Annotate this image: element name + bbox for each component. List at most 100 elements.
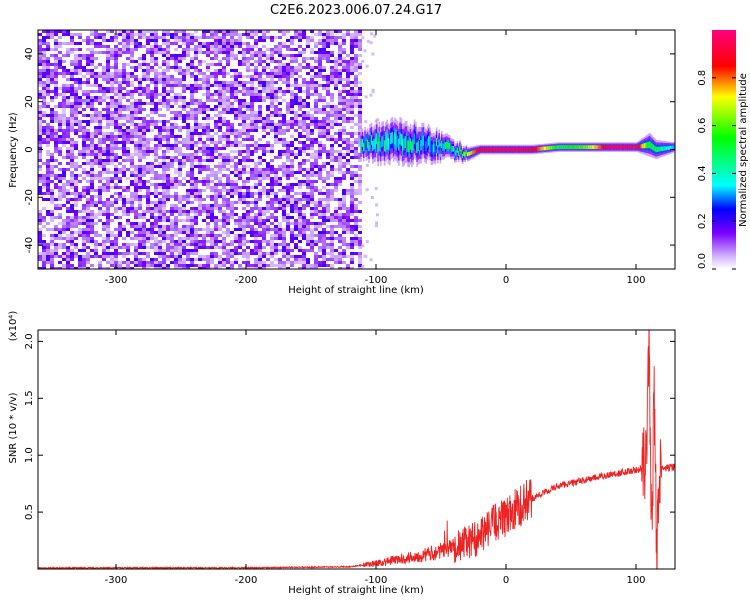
- heatmap-cell: [358, 114, 362, 117]
- heatmap-cell: [262, 129, 266, 132]
- heatmap-cell: [234, 261, 238, 264]
- heatmap-cell: [254, 72, 258, 75]
- heatmap-cell: [194, 111, 198, 114]
- heatmap-cell: [154, 243, 158, 246]
- heatmap-cell: [42, 66, 46, 69]
- heatmap-cell: [274, 258, 278, 261]
- heatmap-cell: [385, 136, 387, 148]
- heatmap-cell: [218, 153, 222, 156]
- heatmap-cell: [98, 210, 102, 213]
- heatmap-cell: [222, 225, 226, 228]
- heatmap-cell: [146, 231, 150, 234]
- heatmap-cell: [214, 141, 218, 144]
- heatmap-cell: [318, 84, 322, 87]
- heatmap-cell: [310, 78, 314, 81]
- heatmap-cell: [114, 258, 118, 261]
- heatmap-cell: [42, 75, 46, 78]
- heatmap-cell: [186, 48, 190, 51]
- heatmap-cell: [338, 81, 342, 84]
- heatmap-cell: [290, 36, 294, 39]
- heatmap-cell: [230, 126, 234, 129]
- heatmap-cell: [166, 165, 170, 168]
- heatmap-cell: [74, 108, 78, 111]
- heatmap-cell: [218, 267, 222, 269]
- heatmap-cell: [74, 96, 78, 99]
- heatmap-cell: [102, 141, 106, 144]
- heatmap-cell: [122, 198, 126, 201]
- heatmap-cell: [66, 225, 70, 228]
- heatmap-cell: [350, 156, 354, 159]
- heatmap-cell: [126, 84, 130, 87]
- heatmap-cell: [66, 261, 70, 264]
- heatmap-cell: [146, 93, 150, 96]
- heatmap-cell: [186, 69, 190, 72]
- heatmap-cell: [110, 111, 114, 114]
- heatmap-cell: [202, 267, 206, 269]
- heatmap-cell: [94, 114, 98, 117]
- heatmap-cell: [182, 48, 186, 51]
- heatmap-cell: [210, 147, 214, 150]
- heatmap-cell: [298, 228, 302, 231]
- heatmap-cell: [202, 189, 206, 192]
- heatmap-cell: [242, 165, 246, 168]
- heatmap-cell: [322, 246, 326, 249]
- heatmap-cell: [270, 246, 274, 249]
- heatmap-cell: [230, 81, 234, 84]
- heatmap-cell: [246, 258, 250, 261]
- heatmap-cell: [158, 162, 162, 165]
- heatmap-cell: [154, 150, 158, 153]
- heatmap-cell: [42, 48, 46, 51]
- heatmap-cell: [218, 39, 222, 42]
- heatmap-cell: [162, 240, 166, 243]
- heatmap-cell: [326, 114, 330, 117]
- heatmap-cell: [162, 120, 166, 123]
- heatmap-cell: [70, 210, 74, 213]
- heatmap-cell: [98, 195, 102, 198]
- heatmap-cell: [298, 186, 302, 189]
- heatmap-cell: [338, 108, 342, 111]
- heatmap-cell: [118, 105, 122, 108]
- heatmap-cell: [190, 36, 194, 39]
- heatmap-cell: [170, 246, 174, 249]
- heatmap-cell: [38, 114, 42, 117]
- heatmap-cell: [242, 60, 246, 63]
- heatmap-cell: [50, 267, 54, 269]
- heatmap-cell: [286, 30, 290, 33]
- heatmap-cell: [82, 258, 86, 261]
- heatmap-cell: [74, 87, 78, 90]
- heatmap-cell: [114, 117, 118, 120]
- heatmap-cell: [146, 63, 150, 66]
- heatmap-cell: [130, 123, 134, 126]
- heatmap-cell: [238, 264, 242, 267]
- heatmap-cell: [358, 189, 362, 192]
- heatmap-cell: [290, 162, 294, 165]
- heatmap-cell: [98, 189, 102, 192]
- heatmap-cell: [262, 207, 266, 210]
- heatmap-cell: [186, 138, 190, 141]
- heatmap-cell: [250, 150, 254, 153]
- heatmap-cell: [266, 264, 270, 267]
- heatmap-cell: [122, 246, 126, 249]
- heatmap-cell: [118, 177, 122, 180]
- heatmap-cell: [82, 264, 86, 267]
- heatmap-cell: [134, 60, 138, 63]
- heatmap-cell: [134, 111, 138, 114]
- heatmap-cell: [222, 132, 226, 135]
- heatmap-cell: [150, 216, 154, 219]
- heatmap-cell: [318, 42, 322, 45]
- heatmap-cell: [182, 30, 186, 33]
- heatmap-cell: [218, 114, 222, 117]
- heatmap-cell: [74, 168, 78, 171]
- heatmap-cell: [190, 147, 194, 150]
- heatmap-cell: [342, 162, 346, 165]
- heatmap-cell: [58, 135, 62, 138]
- heatmap-cell: [429, 139, 431, 149]
- heatmap-cell: [186, 210, 190, 213]
- heatmap-cell: [154, 30, 158, 33]
- heatmap-cell: [142, 57, 146, 60]
- heatmap-cell: [346, 117, 350, 120]
- heatmap-cell: [118, 225, 122, 228]
- heatmap-cell: [58, 243, 62, 246]
- heatmap-cell: [58, 114, 62, 117]
- heatmap-cell: [178, 207, 182, 210]
